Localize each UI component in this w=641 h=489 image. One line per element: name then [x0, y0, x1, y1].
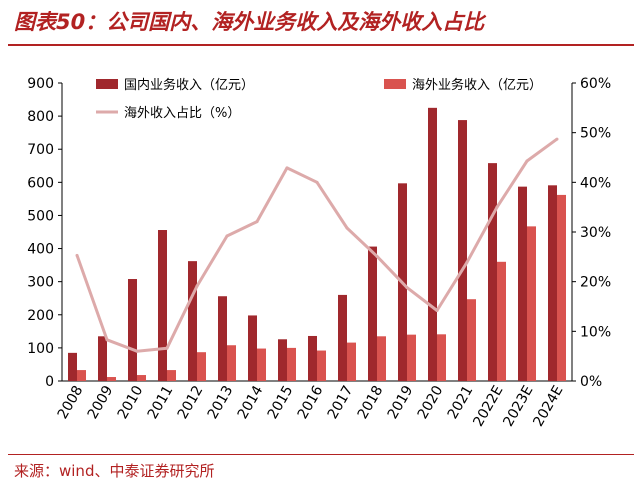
- right-tick-label: 60%: [580, 76, 611, 92]
- overseas-share-point: [255, 220, 259, 224]
- x-tick-label: 2009: [85, 383, 117, 422]
- right-tick-label: 10%: [580, 324, 611, 340]
- overseas-share-point: [195, 284, 199, 288]
- x-tick-label: 2008: [55, 383, 87, 422]
- overseas-revenue-bar: [287, 347, 296, 381]
- title-divider: [8, 44, 634, 46]
- overseas-share-point: [225, 234, 229, 238]
- x-tick-label: 2012: [175, 383, 207, 422]
- right-tick-label: 20%: [580, 275, 611, 291]
- footer-divider: [8, 454, 634, 455]
- legend-share-label: 海外收入占比（%）: [124, 106, 240, 121]
- overseas-revenue-bar: [257, 348, 266, 381]
- left-tick-label: 800: [27, 109, 54, 125]
- chart-legend: 国内业务收入（亿元） 海外业务收入（亿元） 海外收入占比（%）: [96, 77, 542, 121]
- chart-bars: [68, 107, 566, 381]
- x-tick-label: 2010: [115, 383, 147, 422]
- x-tick-label: 2013: [205, 383, 237, 422]
- overseas-revenue-bar: [497, 261, 506, 381]
- domestic-revenue-bar: [278, 339, 287, 381]
- overseas-revenue-bar: [407, 334, 416, 381]
- overseas-share-point: [285, 166, 289, 170]
- domestic-revenue-bar: [248, 315, 257, 381]
- domestic-revenue-bar: [458, 120, 467, 381]
- domestic-revenue-bar: [128, 279, 137, 381]
- overseas-share-line: [75, 137, 558, 353]
- overseas-share-point: [135, 349, 139, 353]
- overseas-revenue-bar: [467, 299, 476, 381]
- legend-domestic-swatch: [96, 79, 118, 89]
- x-tick-label: 2017: [325, 383, 357, 422]
- legend-overseas-swatch: [384, 79, 406, 89]
- x-tick-label: 2011: [145, 383, 177, 422]
- right-tick-label: 40%: [580, 175, 611, 191]
- x-tick-label: 2021: [445, 383, 477, 422]
- overseas-revenue-bar: [227, 345, 236, 381]
- overseas-share-point: [105, 338, 109, 342]
- overseas-share-point: [315, 180, 319, 184]
- domestic-revenue-bar: [308, 335, 317, 381]
- overseas-revenue-bar: [317, 350, 326, 381]
- figure-title: 图表50：公司国内、海外业务收入及海外收入占比: [14, 10, 485, 34]
- overseas-revenue-bar: [77, 370, 86, 381]
- x-tick-label: 2019: [385, 383, 417, 422]
- domestic-revenue-bar: [338, 294, 347, 381]
- x-tick-label: 2018: [355, 383, 387, 422]
- legend-overseas-label: 海外业务收入（亿元）: [412, 77, 542, 93]
- domestic-revenue-bar: [368, 246, 377, 381]
- domestic-revenue-bar: [428, 107, 437, 381]
- overseas-revenue-bar: [437, 334, 446, 381]
- overseas-share-point: [525, 159, 529, 163]
- x-tick-label: 2020: [415, 383, 447, 422]
- overseas-share-point: [165, 346, 169, 350]
- x-tick-label: 2016: [295, 383, 327, 422]
- domestic-revenue-bar: [158, 230, 167, 381]
- left-tick-label: 400: [27, 242, 54, 258]
- domestic-revenue-bar: [68, 352, 77, 381]
- overseas-share-point: [345, 226, 349, 230]
- overseas-revenue-bar: [167, 370, 176, 381]
- overseas-share-point: [75, 253, 79, 257]
- domestic-revenue-bar: [98, 336, 107, 381]
- overseas-revenue-bar: [347, 342, 356, 381]
- x-tick-label: 2014: [235, 383, 267, 422]
- x-tick-label: 2024E: [530, 383, 566, 430]
- domestic-revenue-bar: [188, 261, 197, 381]
- left-tick-label: 700: [27, 142, 54, 158]
- overseas-share-point: [495, 205, 499, 209]
- domestic-revenue-bar: [518, 186, 527, 381]
- left-tick-label: 500: [27, 208, 54, 224]
- left-tick-label: 0: [45, 374, 54, 390]
- overseas-revenue-bar: [107, 377, 116, 381]
- left-tick-label: 900: [27, 76, 54, 92]
- overseas-revenue-bar: [377, 336, 386, 381]
- right-tick-label: 50%: [580, 126, 611, 142]
- source-note: 来源：wind、中泰证券研究所: [14, 462, 215, 480]
- right-tick-label: 0%: [580, 374, 602, 390]
- overseas-share-point: [465, 260, 469, 264]
- overseas-share-point: [555, 137, 559, 141]
- x-tick-label: 2015: [265, 383, 297, 422]
- overseas-revenue-bar: [557, 194, 566, 381]
- domestic-revenue-bar: [488, 163, 497, 381]
- overseas-share-point: [405, 286, 409, 290]
- left-tick-label: 200: [27, 308, 54, 324]
- overseas-share-point: [435, 308, 439, 312]
- domestic-revenue-bar: [548, 185, 557, 381]
- legend-domestic-label: 国内业务收入（亿元）: [124, 77, 254, 93]
- left-tick-label: 600: [27, 175, 54, 191]
- overseas-share-point: [375, 254, 379, 258]
- left-tick-label: 300: [27, 275, 54, 291]
- domestic-revenue-bar: [218, 296, 227, 381]
- right-tick-label: 30%: [580, 225, 611, 241]
- left-tick-label: 100: [27, 341, 54, 357]
- chart-line: [75, 137, 559, 353]
- overseas-revenue-bar: [527, 226, 536, 381]
- overseas-revenue-bar: [197, 352, 206, 381]
- overseas-revenue-bar: [137, 375, 146, 381]
